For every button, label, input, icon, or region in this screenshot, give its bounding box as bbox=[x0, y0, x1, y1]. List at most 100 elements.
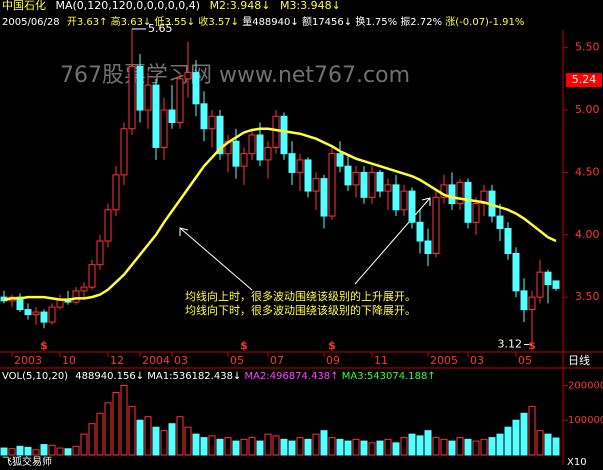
last-price-box bbox=[566, 73, 602, 88]
candle-body bbox=[112, 174, 120, 211]
volume-bar bbox=[264, 433, 272, 456]
info-line: 2005/06/28 开3.63↑ 高3.63↓ 低3.55↓ 收3.57↓ 量… bbox=[2, 15, 524, 28]
candle-body bbox=[24, 309, 32, 316]
candle-body bbox=[152, 84, 160, 148]
volume-bar bbox=[456, 437, 464, 456]
volume-bar bbox=[432, 437, 440, 456]
last-price: 5.24 bbox=[572, 73, 597, 86]
candle-body bbox=[288, 153, 296, 173]
x-tick-label: 2003 bbox=[14, 354, 42, 367]
volume-bar bbox=[32, 449, 40, 456]
candle-body bbox=[440, 184, 448, 198]
volume-bar bbox=[192, 433, 200, 456]
candle-body bbox=[232, 140, 240, 167]
candle-body bbox=[464, 181, 472, 223]
event-marker: $ bbox=[528, 339, 536, 352]
candle-body bbox=[48, 306, 56, 323]
volume-bar bbox=[376, 440, 384, 456]
candle-body bbox=[264, 146, 272, 161]
volume-bar bbox=[64, 448, 72, 456]
period-label: 日线 bbox=[568, 353, 590, 367]
volume: 量488940↓ bbox=[242, 16, 299, 28]
volume-bar bbox=[424, 430, 432, 456]
candle-body bbox=[552, 280, 560, 289]
candle-body bbox=[168, 109, 176, 124]
arrow bbox=[354, 197, 431, 285]
candle-body bbox=[472, 203, 480, 223]
volume-bar bbox=[152, 426, 160, 456]
volume-bar bbox=[16, 445, 24, 456]
volume-bar bbox=[512, 419, 520, 456]
volume-bar bbox=[536, 430, 544, 456]
high: 高3.63↓ bbox=[111, 15, 152, 28]
x-tick-label: 09 bbox=[326, 354, 340, 367]
candle-body bbox=[272, 115, 280, 148]
vol-ma2: MA2:496874.438↑ bbox=[245, 371, 339, 382]
candle-body bbox=[296, 159, 304, 173]
candle-body bbox=[424, 240, 432, 254]
volume-bar bbox=[520, 412, 528, 456]
volume-bar bbox=[256, 440, 264, 456]
volume-bar bbox=[472, 440, 480, 456]
x-tick-label: 2005 bbox=[430, 354, 458, 367]
vol-header: VOL(5,10,20) 488940.156↓ MA1:536182.438↓… bbox=[2, 371, 436, 382]
candle-body bbox=[496, 215, 504, 230]
volume-bar bbox=[488, 437, 496, 456]
vol-tick-label: 100000 bbox=[568, 415, 603, 426]
x-tick-label: 03 bbox=[470, 354, 484, 367]
volume-bar bbox=[176, 416, 184, 456]
candle-body bbox=[144, 84, 152, 111]
volume-bar bbox=[280, 438, 288, 456]
ma-setting: MA(0,120,120,0,0,0,0,0,4) bbox=[56, 0, 201, 12]
candle-body bbox=[400, 190, 408, 211]
event-marker: $ bbox=[328, 339, 336, 352]
volume-bar bbox=[320, 430, 328, 456]
candle-body bbox=[192, 72, 200, 105]
candle-body bbox=[536, 271, 544, 298]
volume-bar bbox=[224, 437, 232, 456]
volume-bar bbox=[344, 440, 352, 456]
y-tick-label: 4.00 bbox=[575, 228, 600, 241]
arrow-head bbox=[421, 197, 431, 206]
volume-bar bbox=[136, 419, 144, 456]
x-tick-label: 10 bbox=[62, 354, 76, 367]
note: 均线向上时，很多波动围绕该级别的上升展开。 bbox=[185, 289, 416, 303]
candle-body bbox=[256, 134, 264, 161]
event-marker: $ bbox=[40, 339, 48, 352]
low: 低3.55↓ bbox=[155, 15, 196, 28]
candle-body bbox=[216, 115, 224, 155]
vol-ma1: MA1:536182.438↓ bbox=[147, 371, 241, 382]
candle-body bbox=[184, 72, 192, 80]
candle-body bbox=[368, 171, 376, 198]
volume-bar bbox=[8, 448, 16, 456]
volume-bar bbox=[296, 437, 304, 456]
vol-ma3: MA3:543074.188↑ bbox=[342, 371, 436, 382]
extreme-label: 5.65 bbox=[148, 22, 173, 35]
volume-bar bbox=[208, 435, 216, 456]
candle-body bbox=[80, 286, 88, 292]
volume-bar bbox=[328, 437, 336, 456]
amplitude: 振2.72% bbox=[400, 15, 442, 28]
candle-body bbox=[160, 109, 168, 148]
vol-name: VOL(5,10,20) bbox=[2, 371, 68, 382]
volume-bar bbox=[336, 438, 344, 456]
volume-bar bbox=[544, 433, 552, 456]
volume-bar bbox=[72, 445, 80, 456]
arrow-head bbox=[179, 227, 189, 236]
volume-bar bbox=[304, 438, 312, 456]
candle-body bbox=[320, 178, 328, 217]
candle-body bbox=[528, 296, 536, 311]
vol-scale: X10 bbox=[567, 457, 587, 468]
candle-body bbox=[248, 134, 256, 155]
candle-body bbox=[104, 209, 112, 242]
volume-bar bbox=[496, 433, 504, 456]
x-tick-label: 07 bbox=[270, 354, 284, 367]
candle-body bbox=[352, 171, 360, 186]
volume-bar bbox=[80, 433, 88, 456]
amount: 额17456↓ bbox=[302, 15, 352, 28]
volume-bar bbox=[96, 412, 104, 456]
volume-bar bbox=[248, 437, 256, 456]
candle-body bbox=[40, 311, 48, 323]
close: 收3.57↓ bbox=[198, 15, 239, 28]
